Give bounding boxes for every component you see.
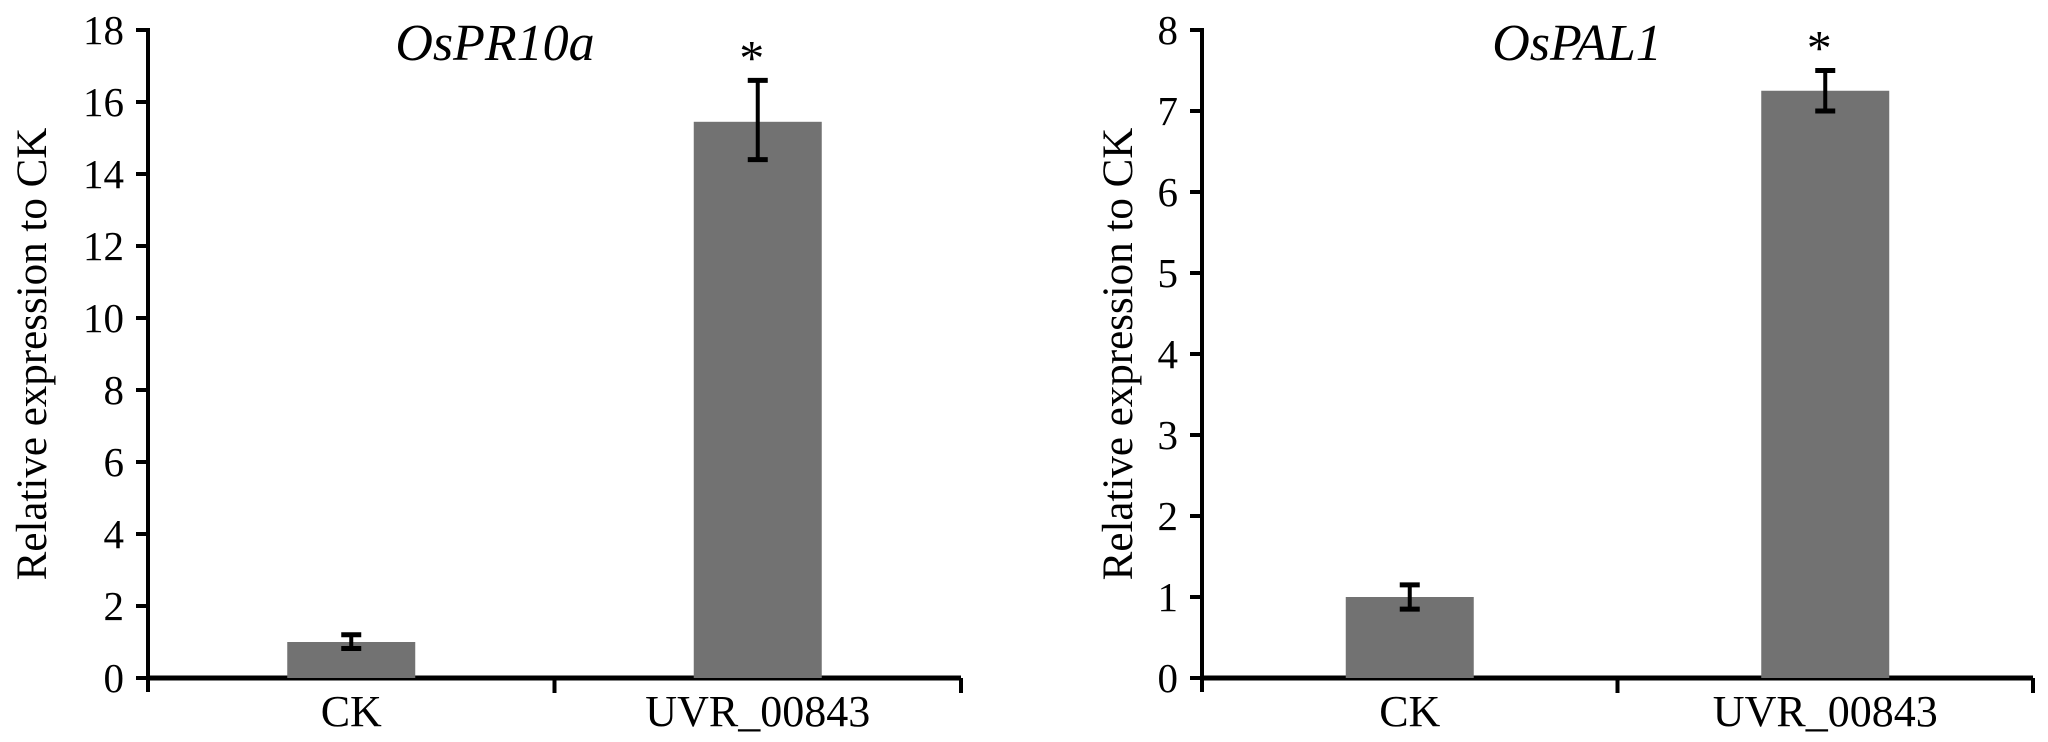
- y-tick-label: 6: [1158, 169, 1179, 215]
- bar-UVR_00843: [693, 121, 822, 679]
- significance-star: *: [1807, 20, 1832, 76]
- y-axis-title: Relative expression to CK: [1095, 128, 1142, 581]
- category-label: CK: [1379, 687, 1440, 736]
- y-tick-label: 3: [1158, 412, 1179, 458]
- chart-title: OsPAL1: [1492, 15, 1662, 72]
- y-axis-title: Relative expression to CK: [9, 128, 56, 581]
- bar-chart-OsPR10a: 0 2 4 6 8 10 12 14 16 18 CK UVR_00843 * OsPR10a Relati…: [9, 7, 963, 736]
- significance-star: *: [739, 29, 764, 85]
- y-tick-label: 18: [83, 7, 124, 53]
- y-tick-label: 6: [104, 439, 125, 485]
- y-tick-label: 16: [83, 79, 124, 125]
- category-label: CK: [321, 687, 382, 736]
- y-tick-label: 8: [1158, 7, 1179, 53]
- y-tick-label: 0: [1158, 655, 1179, 701]
- chart-title: OsPR10a: [395, 15, 594, 72]
- y-tick-label: 7: [1158, 88, 1179, 134]
- y-tick-label: 4: [1158, 331, 1179, 377]
- y-tick-label: 14: [83, 151, 124, 197]
- bar-UVR_00843: [1761, 90, 1890, 678]
- y-tick-label: 10: [83, 295, 124, 341]
- y-tick-label: 0: [104, 655, 125, 701]
- y-tick-label: 2: [1158, 493, 1179, 539]
- category-label: UVR_00843: [1713, 687, 1938, 736]
- category-label: UVR_00843: [645, 687, 870, 736]
- y-tick-label: 2: [104, 583, 125, 629]
- y-tick-label: 12: [83, 223, 124, 269]
- y-tick-label: 8: [104, 367, 125, 413]
- y-tick-label: 5: [1158, 250, 1179, 296]
- y-tick-label: 4: [104, 511, 125, 557]
- bar-chart-OsPAL1: 0 1 2 3 4 5 6 7 8 CK UVR_00843 * OsPAL1 Relative expr…: [1095, 7, 2035, 736]
- y-tick-label: 1: [1158, 574, 1179, 620]
